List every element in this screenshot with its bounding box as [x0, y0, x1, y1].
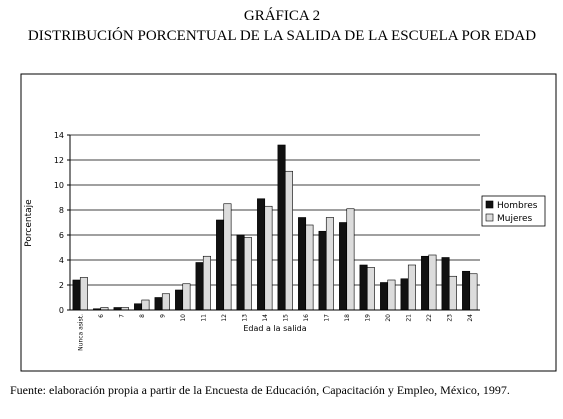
chart-title: GRÁFICA 2: [244, 7, 320, 24]
chart-subtitle: DISTRIBUCIÓN PORCENTUAL DE LA SALIDA DE …: [28, 27, 536, 44]
bar: [236, 234, 245, 311]
bar: [305, 224, 314, 311]
legend-label: Mujeres: [497, 214, 533, 224]
y-tick-label: 2: [59, 281, 64, 290]
bar: [318, 230, 327, 311]
bar: [298, 217, 307, 311]
bar: [428, 254, 437, 311]
bar: [243, 237, 252, 311]
bar: [469, 273, 478, 311]
bar: [182, 283, 191, 311]
legend-swatch: [485, 200, 494, 209]
x-tick-label: 12: [221, 314, 228, 322]
bar: [448, 275, 457, 311]
bar: [277, 144, 286, 311]
bar: [462, 270, 471, 311]
y-tick-label: 14: [54, 131, 64, 140]
x-tick-label: 22: [426, 314, 433, 322]
bar: [216, 219, 225, 311]
bar: [441, 257, 450, 311]
x-tick-label: 18: [344, 314, 351, 322]
x-tick-label: 9: [159, 314, 166, 318]
x-tick-label: 20: [385, 314, 392, 322]
bar: [223, 203, 232, 311]
x-tick-label: 21: [405, 314, 412, 322]
bar: [72, 279, 81, 311]
x-axis-label: Edad a la salida: [243, 324, 306, 333]
bar: [380, 282, 389, 311]
bar: [339, 222, 348, 311]
bar: [407, 264, 416, 311]
bar: [195, 262, 204, 311]
y-axis-label: Porcentaje: [24, 199, 34, 247]
bar: [421, 255, 430, 311]
bar: [400, 278, 409, 311]
y-tick-label: 10: [54, 181, 64, 190]
bar: [366, 267, 375, 311]
x-tick-label: 14: [262, 314, 269, 322]
x-tick-label: 16: [303, 314, 310, 322]
y-tick-label: 8: [59, 206, 64, 215]
bar: [359, 264, 368, 311]
x-tick-label: 11: [200, 314, 207, 322]
y-tick-label: 0: [59, 306, 64, 315]
chart: GRÁFICA 2 DISTRIBUCIÓN PORCENTUAL DE LA …: [20, 7, 557, 372]
x-tick-label: 23: [446, 314, 453, 322]
bar: [325, 217, 334, 311]
y-tick-label: 4: [59, 256, 64, 265]
bar: [264, 205, 273, 311]
bar: [175, 289, 184, 311]
x-tick-label: 17: [323, 314, 330, 322]
x-tick-label: 10: [180, 314, 187, 322]
bar: [387, 279, 396, 311]
bar: [141, 299, 150, 311]
x-tick-label: 19: [364, 314, 371, 322]
legend-label: Hombres: [497, 201, 538, 211]
bar: [202, 255, 211, 311]
x-tick-label: 6: [98, 314, 105, 318]
x-tick-label: 15: [282, 314, 289, 322]
chart-frame: [20, 73, 557, 372]
y-tick-label: 12: [54, 156, 64, 165]
source-note: Fuente: elaboración propia a partir de l…: [10, 383, 510, 397]
bar: [154, 297, 163, 311]
legend-swatch: [485, 213, 494, 222]
bar: [79, 277, 88, 311]
y-tick-label: 6: [59, 231, 64, 240]
x-tick-label: 8: [139, 314, 146, 318]
bar: [284, 170, 293, 311]
bar: [257, 198, 266, 311]
x-tick-label: 13: [241, 314, 248, 322]
x-tick-label: 24: [467, 314, 474, 322]
x-tick-label: Nunca asist.: [77, 314, 84, 351]
bar: [161, 293, 170, 311]
bar: [346, 208, 355, 311]
bar: [134, 303, 143, 311]
x-tick-label: 7: [118, 314, 125, 318]
